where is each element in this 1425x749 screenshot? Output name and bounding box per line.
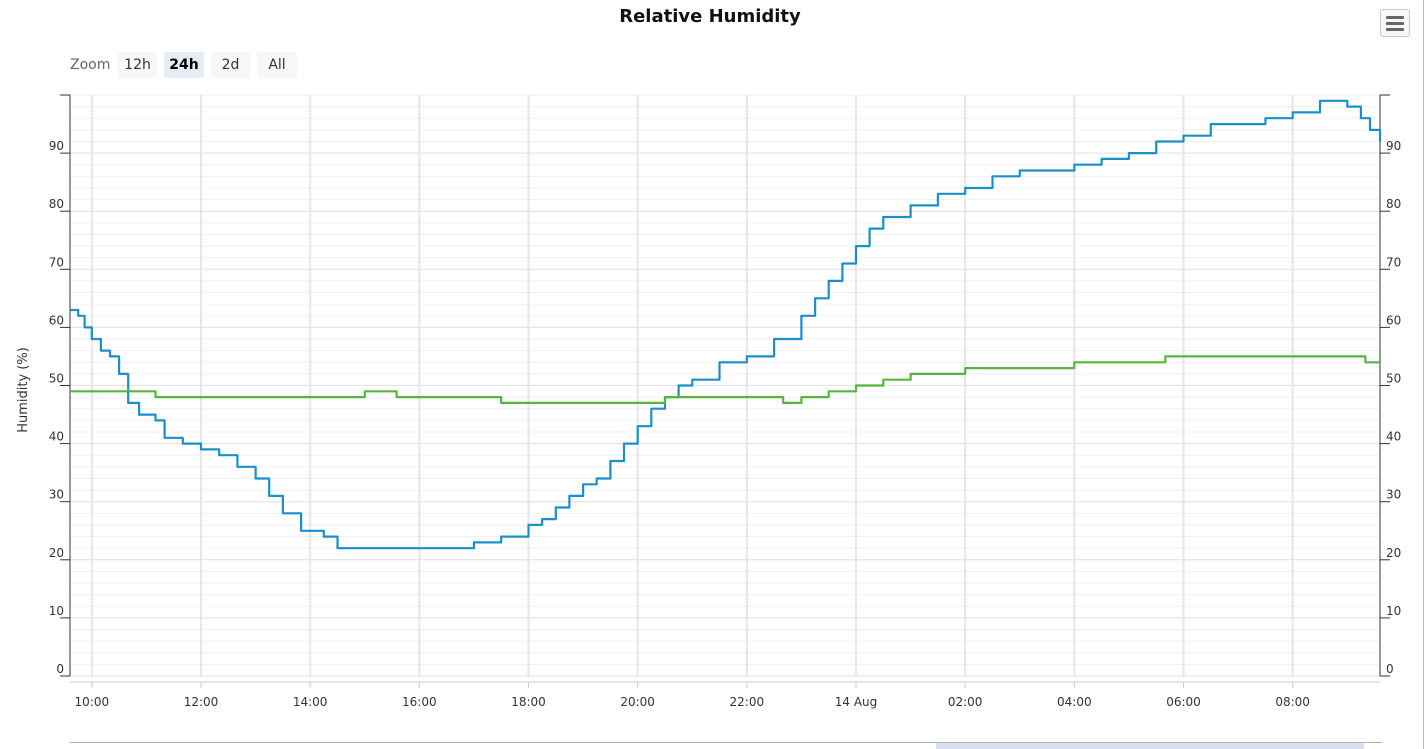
x-tick-label: 04:00 [1057,695,1092,709]
y-tick-label-right: 70 [1386,255,1401,269]
y-tick-label-left: 20 [49,546,64,560]
y-tick-label-right: 30 [1386,488,1401,502]
x-tick-label: 18:00 [511,695,546,709]
zoom-button-all[interactable]: All [257,52,297,78]
x-tick-label: 06:00 [1166,695,1201,709]
y-tick-label-left: 70 [49,255,64,269]
y-tick-label-left: 50 [49,372,64,386]
y-tick-label-right: 90 [1386,139,1401,153]
x-tick-label: 10:00 [75,695,110,709]
series-layer [70,99,1382,550]
x-tick-label: 20:00 [620,695,655,709]
y-tick-label-right: 60 [1386,313,1401,327]
hamburger-icon [1386,16,1404,19]
series-line-1 [70,99,1382,550]
major-gridlines [70,95,1380,677]
x-tick-label: 02:00 [948,695,983,709]
x-axis: 10:00 12:00 14:00 16:00 18:00 20:00 22:00 14 Au… [75,682,1310,709]
y-tick-label-left: 90 [49,139,64,153]
y-tick-label-right: 10 [1386,604,1401,618]
x-tick-label: 08:00 [1275,695,1310,709]
chart-menu-button[interactable] [1380,9,1410,37]
x-tick-label: 12:00 [184,695,219,709]
series-line-2 [70,355,1380,404]
y-tick-label-right: 40 [1386,430,1401,444]
y-tick-label-left: 60 [49,313,64,327]
x-tick-label: 14:00 [293,695,328,709]
zoom-button-2d[interactable]: 2d [211,52,250,78]
y-tick-label-left: 10 [49,604,64,618]
y-tick-label-right: 50 [1386,372,1401,386]
y-tick-label-left: 30 [49,488,64,502]
y-axis-title: Humidity (%) [16,347,31,433]
zoom-button-24h[interactable]: 24h [164,52,204,78]
navigator-strip[interactable] [70,742,1382,749]
x-tick-label: 14 Aug [835,695,878,709]
y-tick-label-left: 0 [56,662,64,676]
zoom-label: Zoom [70,57,111,73]
y-tick-label-right: 20 [1386,546,1401,560]
y-tick-label-left: 40 [49,430,64,444]
x-tick-label: 22:00 [730,695,765,709]
y-tick-label-left: 80 [49,197,64,211]
y-tick-label-right: 80 [1386,197,1401,211]
y-axis-right: 0 10 20 30 40 50 60 70 80 90 [1380,94,1401,677]
chart-title: Relative Humidity [619,6,801,27]
y-axis-left: 0 10 20 30 40 50 60 70 80 90 [49,94,70,677]
x-tick-label: 16:00 [402,695,437,709]
zoom-button-12h[interactable]: 12h [118,52,157,78]
navigator-selection[interactable] [936,743,1364,749]
y-tick-label-right: 0 [1386,662,1394,676]
